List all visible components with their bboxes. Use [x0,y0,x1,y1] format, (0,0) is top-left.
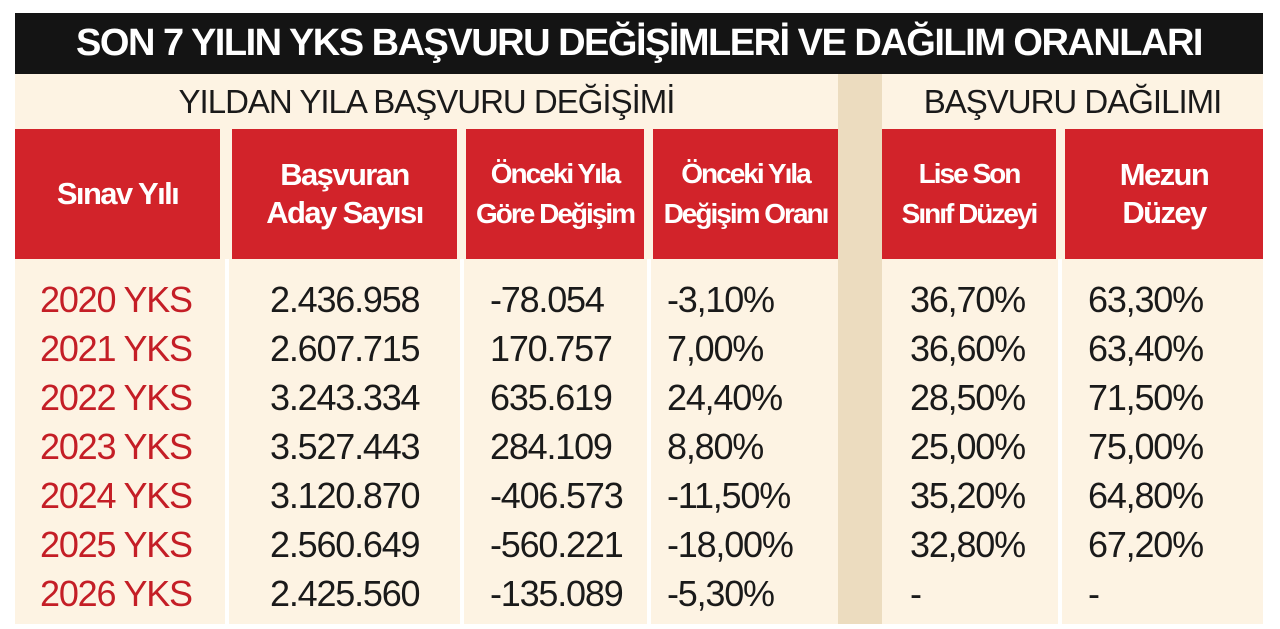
change-cell: -560.221 [490,524,624,565]
column-separator [460,259,464,624]
column-header-applicants: Başvuran Aday Sayısı [232,129,457,259]
high-school-cell: 28,50% [910,377,1026,418]
rate-cell: 7,00% [667,328,764,369]
section-header-change: YILDAN YILA BAŞVURU DEĞİŞİMİ [178,82,676,120]
change-cell: -406.573 [490,475,624,516]
applicants-cell: 2.436.958 [270,279,421,320]
rate-cell: 24,40% [667,377,783,418]
graduate-cell: 63,30% [1088,279,1204,320]
graduate-cell: 71,50% [1088,377,1204,418]
applicants-cell: 2.425.560 [270,573,421,614]
applicants-cell: 3.527.443 [270,426,421,467]
year-cell: 2022 YKS [40,377,193,418]
graduate-cell: 63,40% [1088,328,1204,369]
column-header-year: Sınav Yılı [15,129,220,259]
rate-cell: -3,10% [667,279,775,320]
rate-cell: -5,30% [667,573,775,614]
applicants-cell: 2.607.715 [270,328,421,369]
column-separator [1058,259,1062,624]
high-school-cell: - [910,573,922,614]
rate-cell: -18,00% [667,524,794,565]
change-cell: -135.089 [490,573,624,614]
column-separator [225,259,229,624]
column-header-applicants-label: Başvuran Aday Sayısı [266,157,424,230]
column-header-rate-label: Önceki Yıla Değişim Oranı [663,158,830,229]
year-cell: 2020 YKS [40,279,193,320]
column-header-rate: Önceki Yıla Değişim Oranı [653,129,838,259]
rate-cell: 8,80% [667,426,764,467]
change-cell: -78.054 [490,279,605,320]
rate-cell: -11,50% [667,475,791,516]
column-header-graduate-label: Mezun Düzey [1119,157,1210,230]
applicants-cell: 2.560.649 [270,524,421,565]
column-header-high-school-label: Lise Son Sınıf Düzeyi [901,158,1039,229]
year-cell: 2023 YKS [40,426,193,467]
applicants-cell: 3.120.870 [270,475,421,516]
column-separator [647,259,651,624]
table-title: SON 7 YILIN YKS BAŞVURU DEĞİŞİMLERİ VE D… [15,13,1263,74]
table-background [15,13,1263,624]
column-header-graduate: Mezun Düzey [1065,129,1263,259]
year-cell: 2021 YKS [40,328,193,369]
column-header-high-school: Lise Son Sınıf Düzeyi [882,129,1056,259]
high-school-cell: 32,80% [910,524,1026,565]
change-cell: 284.109 [490,426,613,467]
graduate-cell: - [1088,573,1100,614]
applicants-cell: 3.243.334 [270,377,421,418]
high-school-cell: 36,70% [910,279,1026,320]
high-school-cell: 25,00% [910,426,1026,467]
year-cell: 2024 YKS [40,475,193,516]
graduate-cell: 64,80% [1088,475,1204,516]
graduate-cell: 75,00% [1088,426,1204,467]
graduate-cell: 67,20% [1088,524,1204,565]
change-cell: 635.619 [490,377,613,418]
column-header-year-label: Sınav Yılı [56,176,180,211]
column-header-change-label: Önceki Yıla Göre Değişim [475,158,636,229]
high-school-cell: 35,20% [910,475,1026,516]
high-school-cell: 36,60% [910,328,1026,369]
year-cell: 2026 YKS [40,573,193,614]
section-header-distribution: BAŞVURU DAĞILIMI [923,82,1223,120]
column-header-change: Önceki Yıla Göre Değişim [466,129,644,259]
section-divider [838,74,882,624]
change-cell: 170.757 [490,328,613,369]
year-cell: 2025 YKS [40,524,193,565]
